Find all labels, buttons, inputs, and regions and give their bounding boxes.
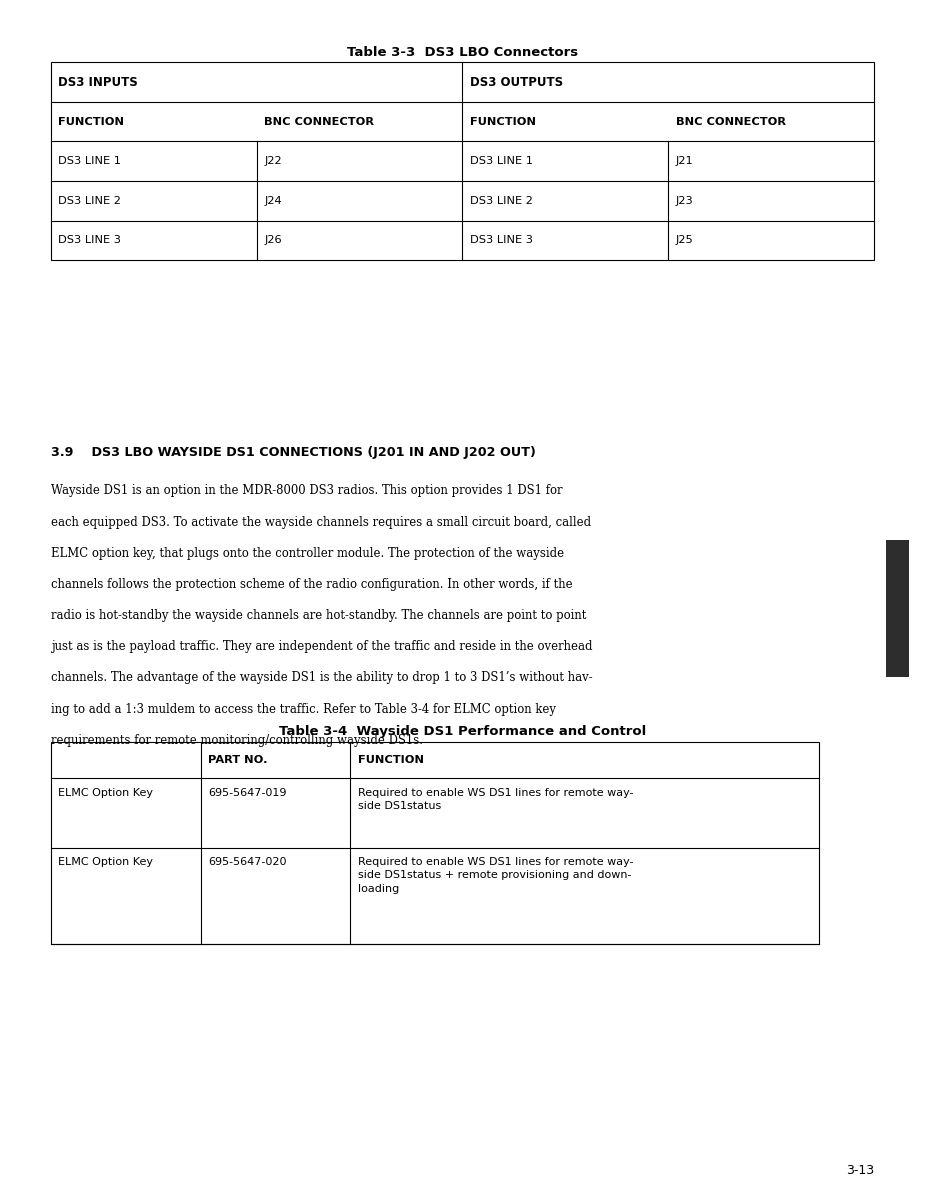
Text: channels. The advantage of the wayside DS1 is the ability to drop 1 to 3 DS1’s w: channels. The advantage of the wayside D… [51,671,593,685]
Text: BNC CONNECTOR: BNC CONNECTOR [676,116,785,127]
Text: DS3 LINE 3: DS3 LINE 3 [58,235,121,246]
Text: DS3 LINE 3: DS3 LINE 3 [470,235,533,246]
Text: DS3 LINE 1: DS3 LINE 1 [58,156,121,167]
Text: Required to enable WS DS1 lines for remote way-
side DS1status: Required to enable WS DS1 lines for remo… [358,788,634,811]
Text: DS3 OUTPUTS: DS3 OUTPUTS [470,76,563,89]
Text: just as is the payload traffic. They are independent of the traffic and reside i: just as is the payload traffic. They are… [51,640,592,653]
Text: J26: J26 [265,235,282,246]
Text: BNC CONNECTOR: BNC CONNECTOR [265,116,374,127]
Text: requirements for remote monitoring/controlling wayside DS1s.: requirements for remote monitoring/contr… [51,734,423,747]
Bar [51,742,819,944]
Text: DS3 LINE 2: DS3 LINE 2 [470,195,533,206]
Text: ing to add a 1:3 muldem to access the traffic. Refer to Table 3-4 for ELMC optio: ing to add a 1:3 muldem to access the tr… [51,703,556,716]
Bar [886,540,909,677]
Text: Required to enable WS DS1 lines for remote way-
side DS1status + remote provisio: Required to enable WS DS1 lines for remo… [358,857,634,893]
Text: ELMC Option Key: ELMC Option Key [58,788,154,797]
Text: J23: J23 [676,195,694,206]
Text: channels follows the protection scheme of the radio configuration. In other word: channels follows the protection scheme o… [51,578,573,591]
Text: Table 3-4  Wayside DS1 Performance and Control: Table 3-4 Wayside DS1 Performance and Co… [278,725,647,739]
Text: J21: J21 [676,156,694,167]
Text: DS3 LINE 1: DS3 LINE 1 [470,156,533,167]
Text: FUNCTION: FUNCTION [358,755,424,765]
Text: 695-5647-020: 695-5647-020 [208,857,287,867]
Text: each equipped DS3. To activate the wayside channels requires a small circuit boa: each equipped DS3. To activate the waysi… [51,516,591,529]
Text: Table 3-3  DS3 LBO Connectors: Table 3-3 DS3 LBO Connectors [347,46,578,59]
Bar [51,62,874,260]
Text: 3-13: 3-13 [846,1164,874,1177]
Text: ELMC option key, that plugs onto the controller module. The protection of the wa: ELMC option key, that plugs onto the con… [51,547,564,560]
Text: 3.9    DS3 LBO WAYSIDE DS1 CONNECTIONS (J201 IN AND J202 OUT): 3.9 DS3 LBO WAYSIDE DS1 CONNECTIONS (J20… [51,446,536,459]
Text: ELMC Option Key: ELMC Option Key [58,857,154,867]
Text: Wayside DS1 is an option in the MDR-8000 DS3 radios. This option provides 1 DS1 : Wayside DS1 is an option in the MDR-8000… [51,484,562,498]
Text: J25: J25 [676,235,694,246]
Text: DS3 LINE 2: DS3 LINE 2 [58,195,121,206]
Text: radio is hot-standby the wayside channels are hot-standby. The channels are poin: radio is hot-standby the wayside channel… [51,609,586,622]
Text: FUNCTION: FUNCTION [58,116,124,127]
Text: J24: J24 [265,195,282,206]
Text: FUNCTION: FUNCTION [470,116,536,127]
Text: J22: J22 [265,156,282,167]
Text: 695-5647-019: 695-5647-019 [208,788,287,797]
Text: PART NO.: PART NO. [208,755,267,765]
Text: DS3 INPUTS: DS3 INPUTS [58,76,138,89]
